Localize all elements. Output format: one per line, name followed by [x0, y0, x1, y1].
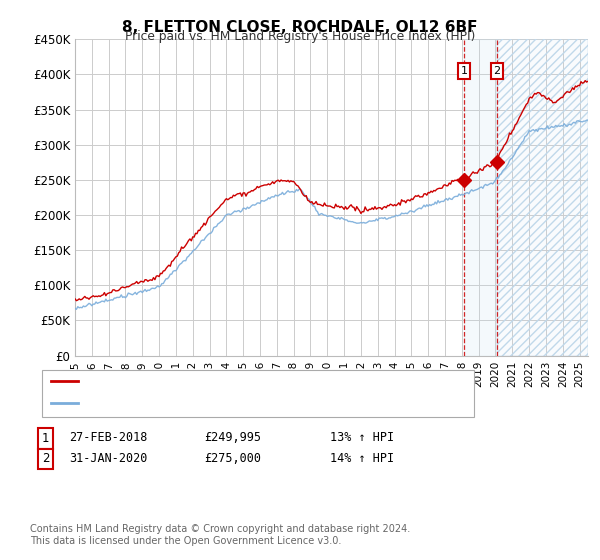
- Text: £249,995: £249,995: [204, 431, 261, 445]
- Text: 1: 1: [42, 432, 49, 445]
- Text: £275,000: £275,000: [204, 451, 261, 465]
- Text: 8, FLETTON CLOSE, ROCHDALE, OL12 6BF: 8, FLETTON CLOSE, ROCHDALE, OL12 6BF: [122, 20, 478, 35]
- Text: 31-JAN-2020: 31-JAN-2020: [69, 451, 148, 465]
- Text: 2: 2: [42, 452, 49, 465]
- Text: 2: 2: [493, 66, 500, 76]
- Text: Price paid vs. HM Land Registry's House Price Index (HPI): Price paid vs. HM Land Registry's House …: [125, 30, 475, 43]
- Text: 1: 1: [460, 66, 467, 76]
- Bar: [464, 39, 497, 356]
- Text: 8, FLETTON CLOSE, ROCHDALE, OL12 6BF (detached house): 8, FLETTON CLOSE, ROCHDALE, OL12 6BF (de…: [84, 377, 419, 387]
- Text: Contains HM Land Registry data © Crown copyright and database right 2024.
This d: Contains HM Land Registry data © Crown c…: [30, 524, 410, 546]
- Text: 27-FEB-2018: 27-FEB-2018: [69, 431, 148, 445]
- Bar: [497, 39, 588, 356]
- Text: 13% ↑ HPI: 13% ↑ HPI: [330, 431, 394, 445]
- Text: 14% ↑ HPI: 14% ↑ HPI: [330, 451, 394, 465]
- Text: HPI: Average price, detached house, Rochdale: HPI: Average price, detached house, Roch…: [84, 399, 341, 409]
